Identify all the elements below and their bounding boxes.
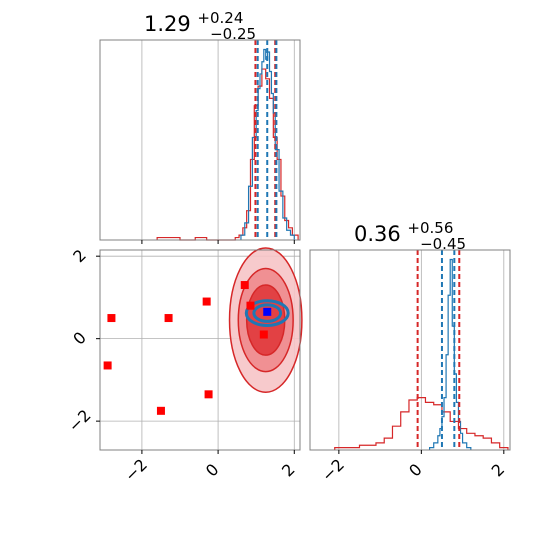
- red-marker: [107, 314, 116, 323]
- title-lower-error: −0.25: [210, 25, 256, 43]
- blue-marker: [263, 307, 272, 316]
- axes-frame: [309, 249, 511, 451]
- blue-contour: [252, 303, 283, 323]
- red-marker: [103, 361, 112, 370]
- x-tick-label: −2: [318, 455, 348, 485]
- x-tick-label: 0: [405, 460, 426, 481]
- histogram-blue: [428, 258, 472, 450]
- y-tick-label: 2: [69, 246, 90, 267]
- histogram-panel-param2: −2 0 2: [309, 249, 511, 485]
- red-marker: [259, 330, 268, 339]
- red-marker: [246, 301, 255, 310]
- panel-title-param2: 0.36 +0.56 −0.45: [354, 214, 466, 253]
- scatter-panel-joint: −2 0 2 −2 0 2: [65, 246, 303, 485]
- red-marker: [156, 406, 165, 415]
- panel-title-param1: 1.29 +0.24 −0.25: [144, 4, 256, 43]
- red-marker: [164, 314, 173, 323]
- blue-contour: [244, 299, 290, 327]
- x-tick-label: −2: [121, 455, 151, 485]
- title-upper-error: +0.24: [197, 9, 243, 27]
- red-marker: [204, 390, 213, 399]
- red-marker: [202, 297, 211, 306]
- x-tick-label: 2: [488, 460, 509, 481]
- histogram-panel-param1: [99, 39, 301, 244]
- y-tick-label: 0: [69, 328, 90, 349]
- x-tick-label: 2: [278, 460, 299, 481]
- axes-frame: [99, 39, 301, 241]
- title-value: 0.36: [354, 222, 401, 246]
- title-lower-error: −0.45: [420, 235, 466, 253]
- histogram-red: [334, 397, 509, 450]
- title-value: 1.29: [144, 12, 191, 36]
- y-tick-label: −2: [65, 406, 95, 436]
- title-upper-error: +0.56: [407, 219, 453, 237]
- red-marker: [240, 281, 249, 290]
- axes-frame: [99, 249, 301, 451]
- x-tick-label: 0: [202, 460, 223, 481]
